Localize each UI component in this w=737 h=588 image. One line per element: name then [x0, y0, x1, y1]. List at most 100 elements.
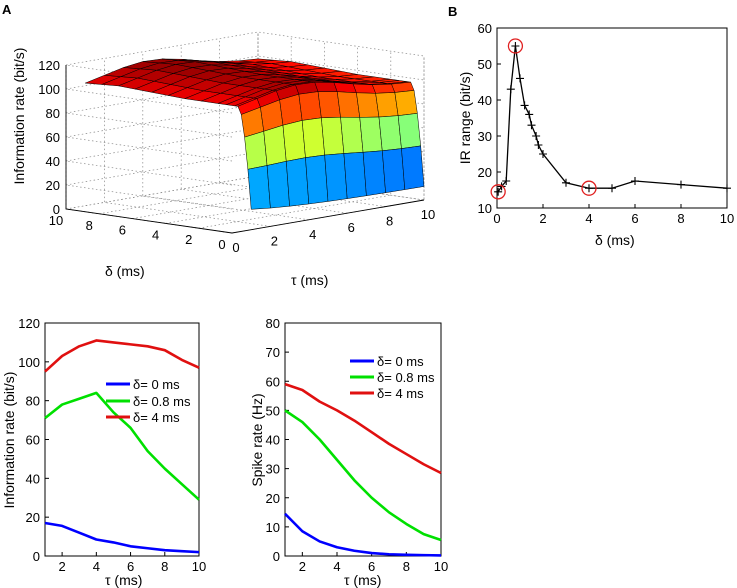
surface-patch [298, 91, 322, 121]
surface-z-tick-label: 120 [38, 58, 60, 73]
spike-rate-x-axis-label: τ (ms) [344, 572, 381, 588]
spk-series-1-line [284, 409, 442, 542]
surface-patch [372, 83, 396, 94]
inf-x-tick-label: 8 [161, 559, 168, 574]
ir-range-point [532, 132, 541, 140]
ir-range-highlight-circle [581, 180, 597, 196]
ir-range-highlight-circle [507, 38, 524, 54]
inf-x-tick-label: 6 [127, 559, 134, 574]
ir-range-x-tick-label: 4 [585, 211, 592, 226]
inf-y-tick-label: 20 [26, 510, 40, 525]
info-rate-legend-label-1: δ= 0.8 ms [133, 394, 191, 409]
surface-patch [394, 90, 418, 116]
ir-range-point [539, 150, 547, 158]
spike-rate-plot: 2 4 6 8 10 0 10 20 30 40 50 60 70 80 δ= 0 ms δ= 0.8 m… [249, 316, 448, 588]
surface-z-gridline [65, 127, 425, 162]
surface-z-axis-label: Information rate (bit/s) [11, 48, 27, 185]
surface-patch [352, 83, 376, 94]
info-rate-y-axis-label: Information rate (bit/s) [1, 372, 17, 509]
ir-range-highlight-circles [490, 38, 597, 200]
surface-patch [305, 154, 329, 205]
surface-patch [382, 148, 406, 193]
ir-range-point [631, 177, 639, 185]
surface-patch [263, 124, 287, 166]
surface-patch [340, 116, 364, 154]
surface-y-tick-label: 10 [49, 213, 63, 228]
surface-patch [244, 131, 268, 170]
surface-x-tick-label: 10 [421, 207, 435, 222]
surface-patch [359, 116, 383, 153]
ir-range-x-tick-label: 2 [539, 211, 546, 226]
surface-x-axis-label: τ (ms) [291, 272, 328, 288]
ir-range-point [516, 74, 524, 83]
surface-patch [317, 91, 341, 119]
surface-z-tick-label: 40 [46, 154, 60, 169]
surface-patch [286, 157, 310, 207]
surface-patch [362, 150, 386, 196]
surface-z-gridline [65, 151, 425, 186]
surface-patch [301, 117, 325, 158]
spk-series-2-line [284, 382, 442, 475]
ir-range-point [677, 180, 685, 189]
inf-y-tick-label: 0 [33, 549, 40, 564]
ir-range-point [520, 101, 529, 110]
surface-x-tick-label: 2 [271, 233, 278, 248]
spk-series-0-line [284, 512, 442, 557]
surface-y-gridline [165, 46, 358, 224]
surface-z-tick-label: 80 [46, 106, 60, 121]
ir-range-y-tick-label: 40 [478, 93, 492, 108]
ir-range-x-axis-label: δ (ms) [595, 232, 635, 248]
ir-range-x-tick-label: 8 [677, 211, 684, 226]
ir-range-x-tick-label: 6 [631, 211, 638, 226]
inf-x-tick-label: 4 [93, 559, 100, 574]
surface-patch [397, 113, 421, 149]
surface-patches [84, 58, 425, 210]
ir-range-highlight-circle [490, 184, 506, 200]
inf-x-tick-label: 10 [192, 559, 206, 574]
surface-y-tick-label: 4 [152, 227, 159, 242]
spike-rate-legend-label-0: δ= 0 ms [377, 354, 424, 369]
info-rate-legend: δ= 0 ms δ= 0.8 ms δ= 4 ms [106, 377, 191, 425]
surface-patch [401, 145, 425, 190]
info-rate-legend-label-0: δ= 0 ms [133, 377, 180, 392]
surface-patch [266, 161, 290, 209]
surface-z-gridline [65, 112, 233, 138]
ir-range-point [494, 187, 503, 196]
spk-y-tick-label: 50 [266, 403, 280, 418]
surface-axis-lines [65, 65, 425, 234]
ir-range-line [497, 45, 728, 193]
ir-range-y-tick-label: 10 [478, 201, 492, 216]
surface-y-tick-label: 8 [86, 218, 93, 233]
inf-series-1-line [44, 391, 200, 501]
ir-range-point [525, 110, 534, 119]
spk-x-tick-label: 10 [434, 559, 448, 574]
surface-patch [247, 165, 271, 210]
spk-x-tick-label: 2 [299, 559, 306, 574]
surface-patch [343, 152, 367, 199]
surface-y-tick-label: 2 [185, 232, 192, 247]
ir-range-point [608, 184, 616, 193]
spike-rate-legend: δ= 0 ms δ= 0.8 ms δ= 4 ms [350, 354, 435, 401]
panel-label-b: B [448, 4, 457, 19]
surface-z-gridline [65, 160, 233, 186]
ir-range-y-axis-label: IR range (bit/s) [457, 72, 473, 165]
spk-y-tick-label: 10 [266, 520, 280, 535]
surface-z-gridline [65, 79, 425, 114]
surface-z-tick-label: 0 [53, 202, 60, 217]
surface-patch [336, 91, 361, 118]
spk-y-tick-label: 0 [273, 549, 280, 564]
info-rate-legend-label-2: δ= 4 ms [133, 410, 180, 425]
spike-rate-ticks: 2 4 6 8 10 0 10 20 30 40 50 60 70 80 [266, 316, 449, 574]
spk-y-tick-label: 40 [266, 433, 280, 448]
ir-range-y-tick-label: 30 [478, 129, 492, 144]
ir-range-point [511, 42, 520, 50]
surface-patch [324, 153, 348, 202]
spk-y-tick-label: 80 [266, 316, 280, 331]
ir-range-point [723, 184, 731, 193]
ir-range-point [534, 141, 543, 149]
ir-range-y-tick-label: 60 [478, 21, 492, 36]
